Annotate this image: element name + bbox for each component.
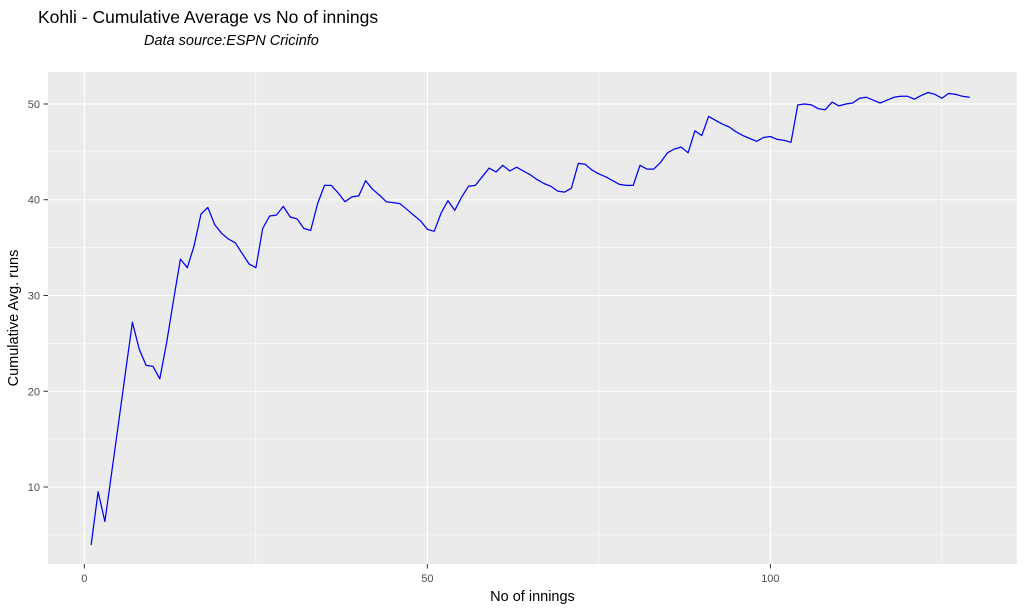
chart-subtitle: Data source:ESPN Cricinfo xyxy=(144,33,319,49)
series-line xyxy=(90,91,970,546)
x-axis-title: No of innings xyxy=(490,589,575,605)
x-tick-label: 100 xyxy=(761,573,779,585)
y-tick-label: 20 xyxy=(28,386,40,398)
y-tick-label: 30 xyxy=(28,290,40,302)
y-tick-label: 10 xyxy=(28,482,40,494)
x-tick-label: 0 xyxy=(81,573,87,585)
x-tick-label: 50 xyxy=(421,573,433,585)
y-tick-label: 40 xyxy=(28,195,40,207)
plot-panel xyxy=(48,72,1017,564)
chart-title: Kohli - Cumulative Average vs No of inni… xyxy=(38,7,379,27)
y-axis-title: Cumulative Avg. runs xyxy=(6,249,22,387)
y-tick-label: 50 xyxy=(28,99,40,111)
